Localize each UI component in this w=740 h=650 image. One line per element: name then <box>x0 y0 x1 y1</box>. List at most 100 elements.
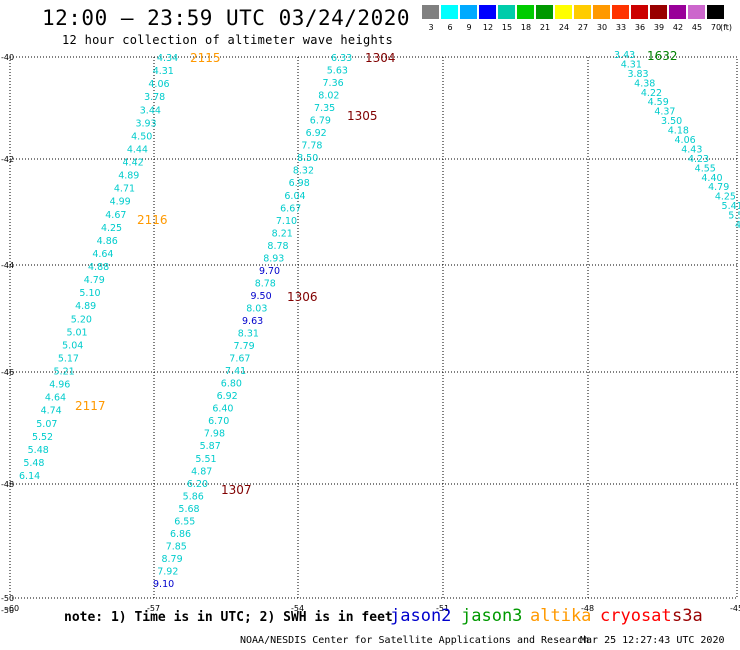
wave-height-value: 5.51 <box>195 454 216 465</box>
map-frame <box>9 56 738 599</box>
scale-label: 36 <box>634 23 646 32</box>
scale-label: 3 <box>428 23 434 32</box>
scale-swatch <box>650 5 667 19</box>
scale-swatch <box>669 5 686 19</box>
wave-height-value: 8.78 <box>255 278 276 289</box>
wave-height-value: 5.01 <box>66 327 87 338</box>
wave-height-value: 4.40 <box>701 173 722 184</box>
pass-time-label: 1632 <box>647 49 678 63</box>
wave-height-value: 5.04 <box>62 340 83 351</box>
wave-height-value: 8.50 <box>297 153 318 164</box>
wave-height-value: 6.14 <box>19 471 40 482</box>
scale-swatch <box>593 5 610 19</box>
scale-label: 42 <box>672 23 684 32</box>
wave-height-value: 6.40 <box>212 404 233 415</box>
wave-height-value: 9.10 <box>153 579 174 590</box>
pass-time-label: 2116 <box>137 213 168 227</box>
wave-height-value: 3.83 <box>627 69 648 80</box>
wave-height-value: 7.41 <box>225 366 246 377</box>
legend-jason3: jason3 <box>461 606 523 626</box>
wave-height-value: 6.92 <box>217 391 238 402</box>
wave-height-value: 4.86 <box>97 236 118 247</box>
wave-height-value: 7.67 <box>229 354 250 365</box>
scale-label: 15 <box>501 23 513 32</box>
wave-height-value: 4.88 <box>88 262 109 273</box>
latitude-label: -46 <box>1 368 14 377</box>
scale-label: 12 <box>482 23 494 32</box>
wave-height-value: 7.35 <box>314 103 335 114</box>
longitude-label: -57 <box>147 604 160 613</box>
wave-height-value: 8.93 <box>263 253 284 264</box>
wave-height-value: 4.22 <box>641 88 662 99</box>
wave-height-value: 6.80 <box>221 379 242 390</box>
wave-height-value: 6.98 <box>289 178 310 189</box>
wave-height-value: 4.44 <box>127 144 148 155</box>
scale-swatch <box>688 5 705 19</box>
legend-cryosat: cryosat <box>600 606 672 626</box>
scale-label: 9 <box>466 23 472 32</box>
footer-credit: NOAA/NESDIS Center for Satellite Applica… <box>240 635 590 646</box>
wave-height-value: 4.89 <box>118 171 139 182</box>
wave-height-value: 7.85 <box>166 541 187 552</box>
wave-height-value: 4.25 <box>101 223 122 234</box>
wave-height-value: 4.18 <box>668 126 689 137</box>
scale-label: 27 <box>577 23 589 32</box>
wave-height-value: 5.87 <box>200 441 221 452</box>
pass-time-label: 1305 <box>347 109 378 123</box>
wave-height-value: 4.89 <box>75 301 96 312</box>
wave-height-value: 6.04 <box>284 191 305 202</box>
pass-time-label: 1306 <box>287 290 318 304</box>
wave-height-value: 4 <box>735 220 740 231</box>
latitude-label: -44 <box>1 261 14 270</box>
wave-height-value: 4.64 <box>45 393 66 404</box>
wave-height-value: 7.92 <box>157 566 178 577</box>
wave-height-value: 5.20 <box>71 314 92 325</box>
wave-height-value: 4.64 <box>92 249 113 260</box>
scale-swatch <box>555 5 572 19</box>
pass-time-label: 2115 <box>190 51 221 65</box>
scale-swatch <box>479 5 496 19</box>
wave-height-value: 5.07 <box>36 419 57 430</box>
wave-height-value: 4.67 <box>105 210 126 221</box>
wave-height-value: 4.38 <box>634 78 655 89</box>
pass-time-label: 2117 <box>75 399 106 413</box>
latitude-label: -48 <box>1 480 14 489</box>
latitude-label: -42 <box>1 155 14 164</box>
longitude-label: -54 <box>291 604 304 613</box>
wave-height-value: 3.93 <box>135 118 156 129</box>
scale-swatch <box>574 5 591 19</box>
wave-height-value: 4.79 <box>84 275 105 286</box>
page-subtitle: 12 hour collection of altimeter wave hei… <box>62 33 394 47</box>
wave-height-value: 4.42 <box>123 158 144 169</box>
wave-height-value: 9.70 <box>259 266 280 277</box>
wave-height-value: 8.31 <box>238 329 259 340</box>
wave-height-value: 5.10 <box>79 288 100 299</box>
scale-swatch <box>498 5 515 19</box>
wave-height-value: 5.63 <box>327 66 348 77</box>
wave-height-value: 6.20 <box>187 479 208 490</box>
wave-height-value: 3.78 <box>144 92 165 103</box>
wave-height-value: 9.63 <box>242 316 263 327</box>
wave-height-value: 4.31 <box>153 66 174 77</box>
scale-swatch <box>612 5 629 19</box>
wave-height-value: 9.50 <box>250 291 271 302</box>
wave-height-value: 6.55 <box>174 516 195 527</box>
wave-height-value: 4.43 <box>681 144 702 155</box>
footer-timestamp: Mar 25 12:27:43 UTC 2020 <box>580 635 725 646</box>
scale-label: 21 <box>539 23 551 32</box>
latitude-label: -50 <box>1 594 14 603</box>
scale-swatch <box>441 5 458 19</box>
scale-swatch <box>707 5 724 19</box>
scale-swatch <box>517 5 534 19</box>
wave-height-value: 5.68 <box>178 504 199 515</box>
wave-height-value: 4.06 <box>675 135 696 146</box>
wave-height-value: 6.79 <box>310 116 331 127</box>
wave-height-value: 7.78 <box>301 141 322 152</box>
page-title: 12:00 — 23:59 UTC 03/24/2020 <box>42 6 411 30</box>
scale-label: 30 <box>596 23 608 32</box>
wave-height-value: 5.41 <box>722 201 740 212</box>
scale-swatch <box>536 5 553 19</box>
wave-height-value: 4.34 <box>157 53 178 64</box>
longitude-label: -45 <box>730 604 740 613</box>
